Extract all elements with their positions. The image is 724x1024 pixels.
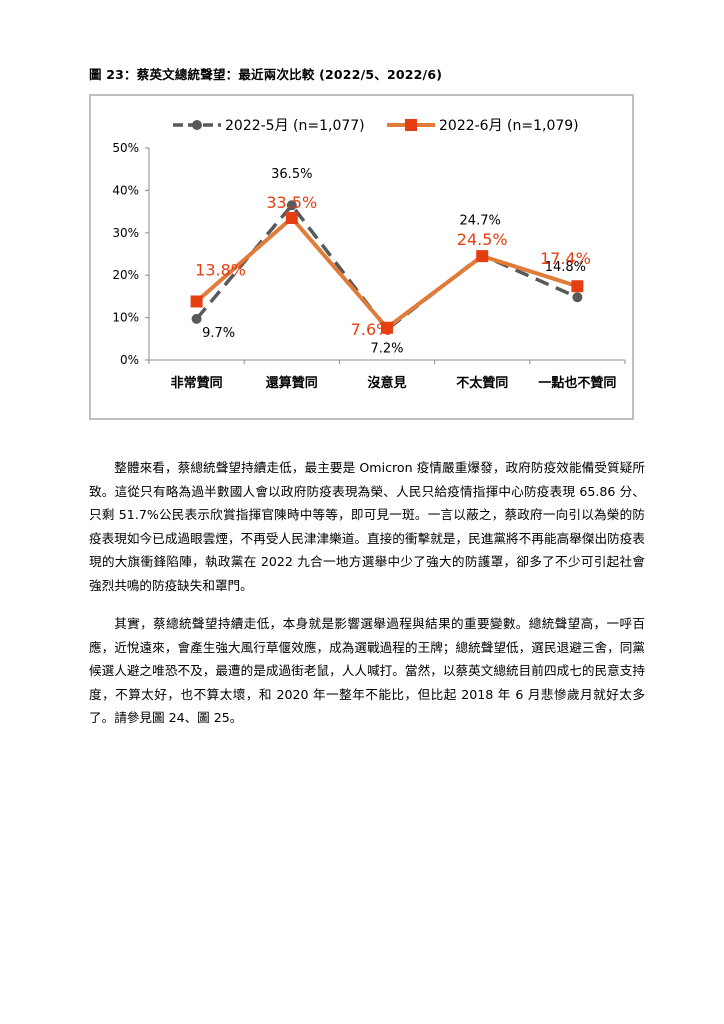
data-label-june: 24.5% [457,230,508,249]
series-line-may [195,202,579,332]
data-label-june: 7.6% [351,320,392,339]
data-point-june [381,321,393,334]
data-point-may [572,292,583,303]
data-label-may: 24.7% [460,213,501,228]
y-tick-label: 40% [112,183,139,197]
figure-caption: 圖 23：蔡英文總統聲望：最近兩次比較 (2022/5、2022/6) [89,67,443,82]
data-point-june [285,211,298,224]
x-tick-label: 沒意見 [367,375,406,391]
data-point-may [191,313,202,324]
data-label-june: 17.4% [540,249,591,268]
data-label-june: 33.5% [266,193,317,212]
legend-marker-may [192,120,202,130]
data-label-may: 36.5% [271,167,312,182]
x-tick-label: 還算贊同 [266,375,318,391]
legend-label-june: 2022-6月 (n=1,079) [439,118,579,134]
data-label-june: 13.8% [195,260,246,279]
data-point-june [476,250,489,263]
data-point-june [571,280,584,293]
approval-line-chart: 0% 10% 20% 30% 40% 50% 非常贊同 還算贊同 沒意見 不太贊同 一點也不贊同 9.… [112,118,626,391]
legend-marker-june [405,119,417,131]
y-tick-label: 20% [112,268,139,282]
paragraph-2: 其實，蔡總統聲望持續走低，本身就是影響選舉過程與結果的重要變數。總統聲望高，一呼… [89,616,645,725]
y-tick-label: 30% [112,226,139,240]
y-tick-label: 10% [112,311,139,325]
y-tick-label: 50% [112,141,139,155]
legend-label-may: 2022-5月 (n=1,077) [225,118,365,134]
y-tick-label: 0% [120,353,139,367]
data-label-may: 14.8% [545,260,586,275]
data-point-june [190,295,203,308]
paragraph-1: 整體來看，蔡總統聲望持續走低，最主要是 Omicron 疫情嚴重爆發，政府防疫效… [89,460,645,593]
chart-container: 0% 10% 20% 30% 40% 50% 非常贊同 還算贊同 沒意見 不太贊同 一點也不贊同 9.… [89,94,634,420]
x-tick-label: 非常贊同 [171,375,223,391]
data-label-may: 9.7% [202,326,235,341]
x-tick-label: 一點也不贊同 [538,375,616,391]
data-label-may: 7.2% [370,341,403,356]
x-tick-label: 不太贊同 [456,375,508,391]
data-point-may [286,200,297,211]
